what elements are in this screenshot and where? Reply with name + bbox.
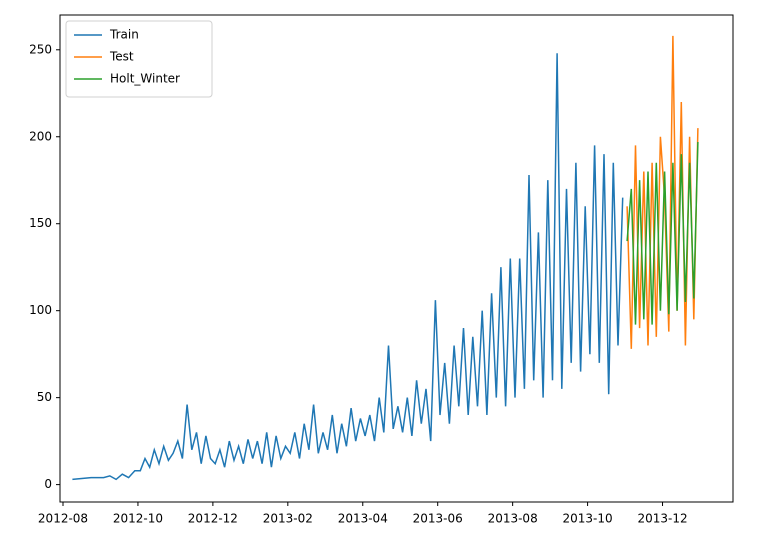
legend-label: Holt_Winter bbox=[110, 72, 180, 86]
y-tick-label: 100 bbox=[29, 303, 52, 317]
x-tick-label: 2013-12 bbox=[637, 512, 687, 526]
x-tick-label: 2012-10 bbox=[113, 512, 163, 526]
x-tick-label: 2013-06 bbox=[413, 512, 463, 526]
series-line bbox=[626, 141, 699, 325]
y-tick-label: 200 bbox=[29, 129, 52, 143]
series-line bbox=[626, 35, 699, 349]
x-tick-label: 2013-02 bbox=[263, 512, 313, 526]
x-tick-label: 2012-08 bbox=[38, 512, 88, 526]
x-tick-label: 2013-08 bbox=[488, 512, 538, 526]
x-tick-label: 2012-12 bbox=[188, 512, 238, 526]
legend-box bbox=[65, 20, 213, 98]
x-tick-label: 2013-10 bbox=[563, 512, 613, 526]
y-tick-label: 250 bbox=[29, 42, 52, 56]
y-tick-label: 0 bbox=[44, 477, 52, 491]
series-line bbox=[72, 53, 624, 481]
legend-label: Train bbox=[109, 28, 139, 42]
y-tick-label: 150 bbox=[29, 216, 52, 230]
x-tick-label: 2013-04 bbox=[338, 512, 388, 526]
legend-label: Test bbox=[109, 50, 134, 64]
y-tick-label: 50 bbox=[37, 390, 52, 404]
